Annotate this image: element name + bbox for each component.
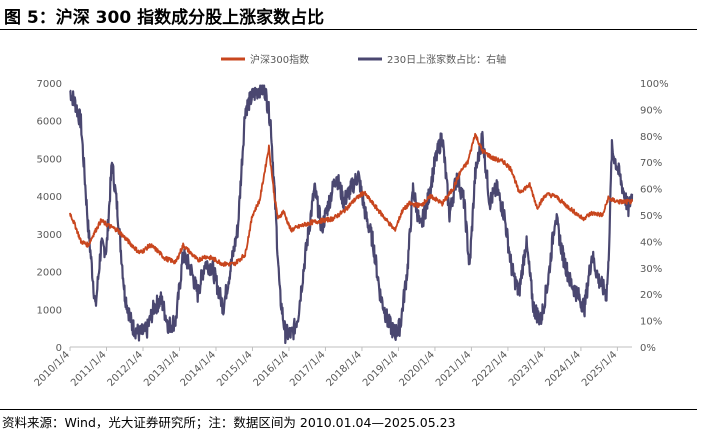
x-tick-label: 2020/1/4 (398, 349, 438, 389)
y-right-tick-label: 60% (640, 185, 662, 196)
y-left-tick-label: 4000 (37, 192, 62, 203)
line-chart: 沪深300指数 230日上涨家数占比：右轴 0 1000 2000 3000 4000 50… (33, 53, 669, 389)
series-group (69, 84, 634, 345)
y-right-tick-label: 0% (640, 343, 656, 354)
y-right-tick-label: 100% (640, 79, 669, 90)
x-tick-label: 2023/1/4 (507, 349, 547, 389)
legend: 沪深300指数 230日上涨家数占比：右轴 (221, 53, 506, 66)
x-tick-label: 2025/1/4 (580, 349, 620, 389)
x-tick-label: 2022/1/4 (471, 349, 511, 389)
y-right-tick-label: 70% (640, 158, 662, 169)
x-tick-label: 2021/1/4 (434, 349, 474, 389)
y-right-tick-label: 50% (640, 211, 662, 222)
figure-title: 图 5：沪深 300 指数成分股上涨家数占比 (4, 8, 325, 28)
y-right-tick-label: 20% (640, 290, 662, 301)
legend-label-1: 沪深300指数 (250, 53, 309, 66)
x-tick-label: 2018/1/4 (325, 349, 365, 389)
y-left-tick-label: 6000 (37, 117, 62, 128)
y-right-tick-label: 30% (640, 264, 662, 275)
y-left-tick-label: 5000 (37, 154, 62, 165)
x-tick-label: 2019/1/4 (361, 349, 401, 389)
top-rule (0, 29, 697, 30)
legend-label-2: 230日上涨家数占比：右轴 (387, 53, 506, 66)
x-tick-label: 2011/1/4 (69, 349, 109, 389)
y-right-tick-label: 80% (640, 132, 662, 143)
y-right-tick-label: 10% (640, 317, 662, 328)
y-left-tick-label: 1000 (37, 305, 62, 316)
x-tick-label: 2015/1/4 (215, 349, 255, 389)
x-tick-label: 2010/1/4 (33, 349, 73, 389)
bottom-rule (0, 409, 697, 410)
axes: 0 1000 2000 3000 4000 5000 6000 7000 0% 10% 20% 30%… (33, 79, 669, 389)
y-left-tick-label: 3000 (37, 230, 62, 241)
y-left-tick-label: 0 (56, 343, 62, 354)
x-tick-label: 2017/1/4 (288, 349, 328, 389)
y-right-tick-label: 90% (640, 105, 662, 116)
y-left-tick-label: 7000 (37, 79, 62, 90)
series-line-ratio (69, 84, 634, 345)
y-left-tick-label: 2000 (37, 268, 62, 279)
y-right-tick-label: 40% (640, 237, 662, 248)
x-tick-label: 2014/1/4 (179, 349, 219, 389)
x-tick-label: 2013/1/4 (142, 349, 182, 389)
source-note: 资料来源：Wind，光大证券研究所；注：数据区间为 2010.01.04—202… (2, 415, 456, 430)
x-tick-label: 2016/1/4 (252, 349, 292, 389)
series-line-hs300 (69, 132, 633, 267)
x-tick-label: 2012/1/4 (106, 349, 146, 389)
x-tick-label: 2024/1/4 (543, 349, 583, 389)
